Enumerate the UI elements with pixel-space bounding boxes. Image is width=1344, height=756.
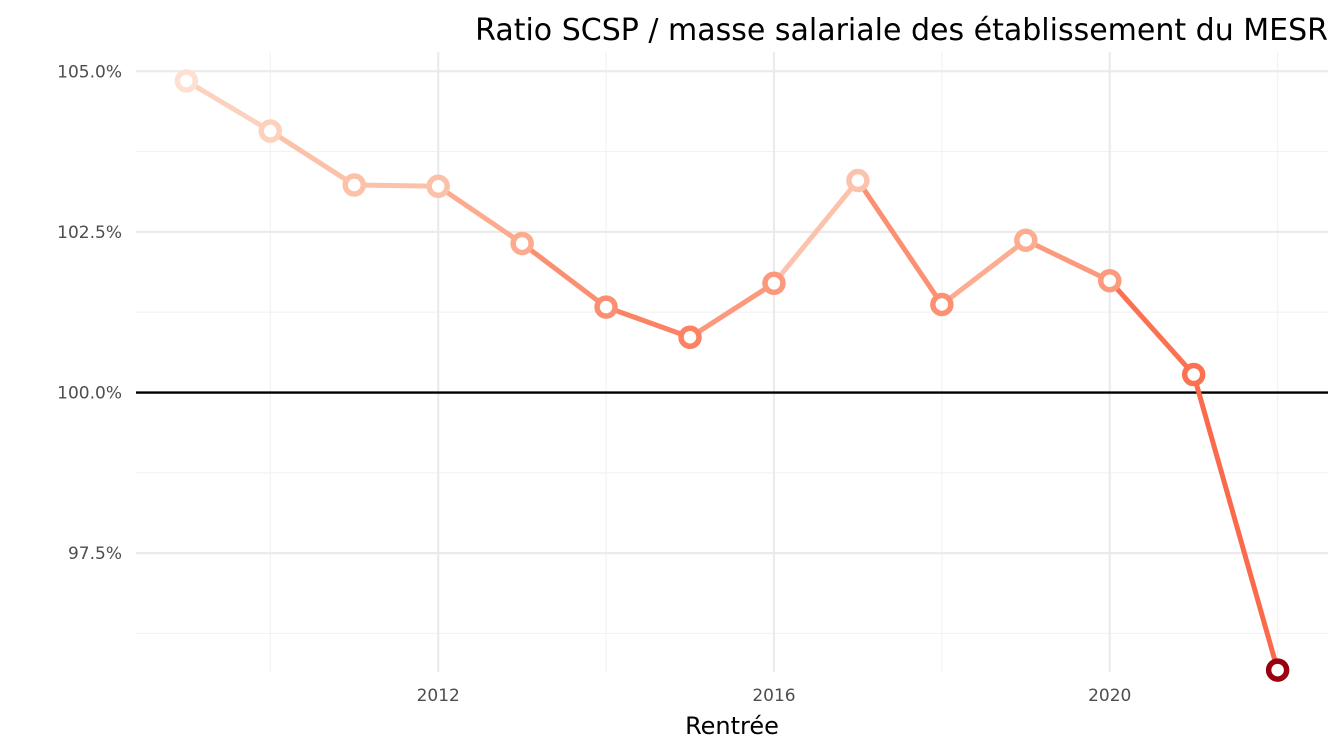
x-tick-label: 2020 xyxy=(1088,686,1131,706)
line-segment xyxy=(687,280,777,340)
data-point xyxy=(1014,228,1038,252)
y-tick-label: 97.5% xyxy=(68,544,122,564)
line-segment xyxy=(603,304,693,340)
line-segment xyxy=(939,237,1029,307)
line-segment xyxy=(1023,237,1113,284)
line-segment xyxy=(183,78,273,134)
line-segment xyxy=(1191,372,1281,673)
y-axis-ticks: 97.5% 100.0% 102.5% 105.0% xyxy=(57,62,122,564)
x-axis-ticks: 2012 2016 2020 xyxy=(417,686,1132,706)
x-tick-label: 2016 xyxy=(752,686,795,706)
line-segment xyxy=(1107,278,1197,378)
line-segment xyxy=(351,182,441,189)
data-point xyxy=(1181,362,1206,387)
data-point xyxy=(930,292,954,317)
line-segment xyxy=(771,177,861,286)
data-point xyxy=(678,325,702,350)
data-point xyxy=(258,119,283,143)
grid xyxy=(136,52,1328,672)
data-point xyxy=(846,168,870,193)
data-point xyxy=(510,231,534,256)
chart-title: Ratio SCSP / masse salariale des établis… xyxy=(475,13,1328,48)
y-tick-label: 100.0% xyxy=(57,384,122,404)
series-points xyxy=(174,69,1290,682)
data-point xyxy=(1097,268,1122,293)
y-tick-label: 105.0% xyxy=(57,62,122,82)
line-segment xyxy=(519,240,609,310)
data-point xyxy=(342,173,367,197)
line-segment xyxy=(267,128,357,188)
data-point xyxy=(426,174,450,199)
data-point xyxy=(762,271,786,296)
y-tick-label: 102.5% xyxy=(57,223,122,243)
line-segment xyxy=(855,177,945,307)
data-point xyxy=(594,295,618,319)
data-point xyxy=(174,69,199,93)
x-axis-title: Rentrée xyxy=(685,712,779,740)
series-line xyxy=(183,78,1281,673)
line-segment xyxy=(435,183,525,246)
x-tick-label: 2012 xyxy=(417,686,460,706)
data-point xyxy=(1265,658,1290,682)
